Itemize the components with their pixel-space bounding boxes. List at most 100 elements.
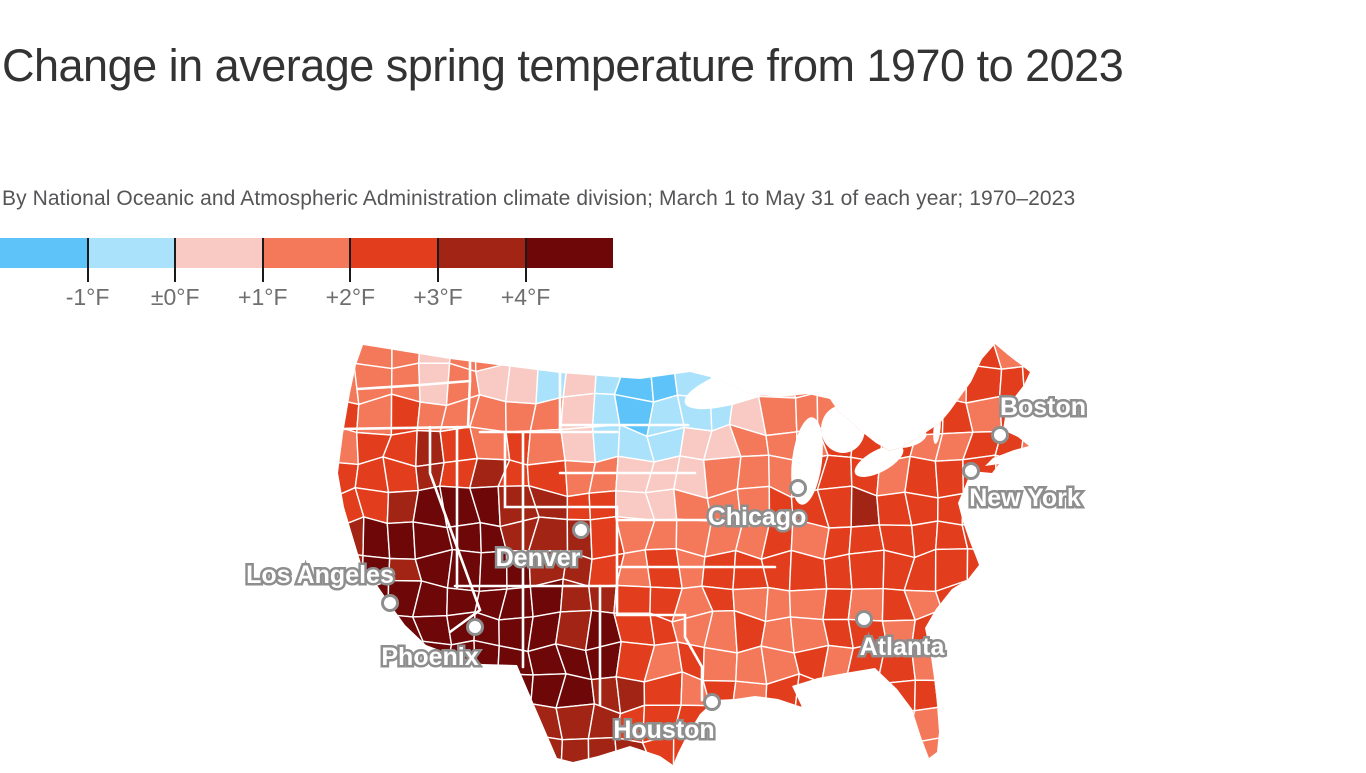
climate-division: [851, 368, 888, 402]
climate-division: [912, 344, 937, 369]
climate-division: [497, 673, 534, 711]
climate-division: [504, 361, 540, 405]
color-scale-legend: -1°F ±0°F +1°F +2°F +3°F +4°F: [0, 238, 660, 318]
climate-division: [356, 679, 392, 708]
climate-division: [356, 703, 392, 747]
climate-division: [793, 703, 827, 742]
climate-division: [1086, 553, 1110, 589]
climate-division: [994, 609, 1030, 650]
climate-division: [338, 706, 363, 739]
climate-division: [338, 674, 359, 709]
climate-division: [1080, 519, 1116, 554]
climate-division: [789, 367, 819, 399]
climate-division: [701, 549, 737, 591]
climate-division: [1085, 734, 1114, 768]
climate-division: [1083, 677, 1118, 715]
climate-division: [471, 742, 511, 765]
climate-division: [961, 517, 1004, 552]
climate-division: [588, 584, 618, 614]
city-dot-atlanta: [855, 610, 873, 628]
legend-swatch-2: [175, 238, 263, 268]
city-label-new-york: New York: [969, 484, 1081, 512]
climate-division: [503, 344, 540, 364]
climate-division: [906, 737, 945, 765]
state-border-line: [503, 430, 619, 588]
state-border-line: [356, 379, 472, 391]
climate-division: [702, 646, 738, 682]
climate-division: [411, 615, 453, 646]
climate-division: [1080, 487, 1116, 524]
climate-division: [1049, 706, 1085, 744]
climate-division: [650, 344, 677, 373]
climate-division: [1058, 615, 1087, 652]
climate-division: [961, 579, 998, 622]
climate-division: [338, 516, 365, 557]
city-label-chicago: Chicago: [708, 503, 807, 531]
climate-division: [357, 736, 393, 765]
climate-division: [410, 708, 449, 744]
climate-division: [474, 673, 502, 711]
climate-division: [768, 344, 795, 371]
climate-division: [1051, 548, 1090, 589]
city-dot-new-york: [962, 462, 980, 480]
climate-division: [559, 738, 590, 765]
climate-division: [882, 395, 917, 436]
climate-division: [990, 671, 1029, 706]
legend-tick: [437, 238, 439, 282]
legend-tick-label: +1°F: [238, 284, 288, 310]
climate-division: [908, 364, 945, 399]
us-map-svg: Boston New York Chicago Denver Los Angeles Ph…: [244, 344, 1118, 768]
climate-division: [1051, 521, 1086, 553]
city-dot-phoenix: [466, 618, 484, 636]
legend-tick: [174, 238, 177, 282]
climate-division: [380, 742, 424, 765]
climate-division: [964, 733, 1002, 765]
climate-division: [913, 679, 939, 712]
climate-division: [1081, 461, 1116, 499]
page-subtitle: By National Oceanic and Atmospheric Admi…: [2, 187, 1076, 210]
climate-division: [1059, 586, 1090, 620]
climate-division: [992, 733, 1025, 765]
climate-division: [764, 586, 792, 623]
climate-division: [848, 549, 885, 590]
climate-division: [442, 681, 480, 711]
city-label-atlanta: Atlanta: [860, 633, 946, 661]
climate-division: [338, 618, 360, 651]
climate-division: [876, 364, 914, 402]
climate-division: [1081, 434, 1116, 465]
legend-swatch-5: [437, 238, 526, 268]
climate-division: [1019, 520, 1030, 553]
climate-division: [386, 682, 424, 713]
climate-division: [613, 584, 652, 614]
climate-division: [417, 344, 452, 364]
legend-swatch-3: [262, 238, 351, 268]
page-title: Change in average spring temperature fro…: [2, 40, 1124, 92]
climate-division: [816, 367, 859, 400]
climate-division: [477, 705, 511, 747]
lake-erie: [854, 445, 904, 477]
climate-division: [1020, 671, 1030, 707]
climate-division: [731, 680, 768, 715]
climate-division: [934, 675, 974, 710]
climate-division: [904, 455, 939, 499]
climate-division: [937, 706, 972, 739]
climate-division: [1020, 702, 1030, 747]
climate-division: [1083, 706, 1118, 739]
climate-division: [847, 708, 887, 740]
climate-division: [933, 364, 968, 404]
legend-swatch-0: [0, 238, 88, 268]
climate-division: [991, 584, 1024, 614]
climate-division: [1078, 587, 1107, 620]
climate-division: [474, 344, 512, 373]
climate-division: [789, 344, 824, 370]
climate-division: [353, 344, 393, 370]
climate-division: [386, 521, 417, 560]
climate-division: [1084, 651, 1115, 682]
city-dot-chicago: [789, 479, 807, 497]
climate-division: [1020, 584, 1030, 616]
climate-division: [788, 588, 828, 621]
climate-division: [416, 681, 449, 713]
climate-division: [816, 344, 859, 370]
climate-division: [562, 361, 598, 398]
